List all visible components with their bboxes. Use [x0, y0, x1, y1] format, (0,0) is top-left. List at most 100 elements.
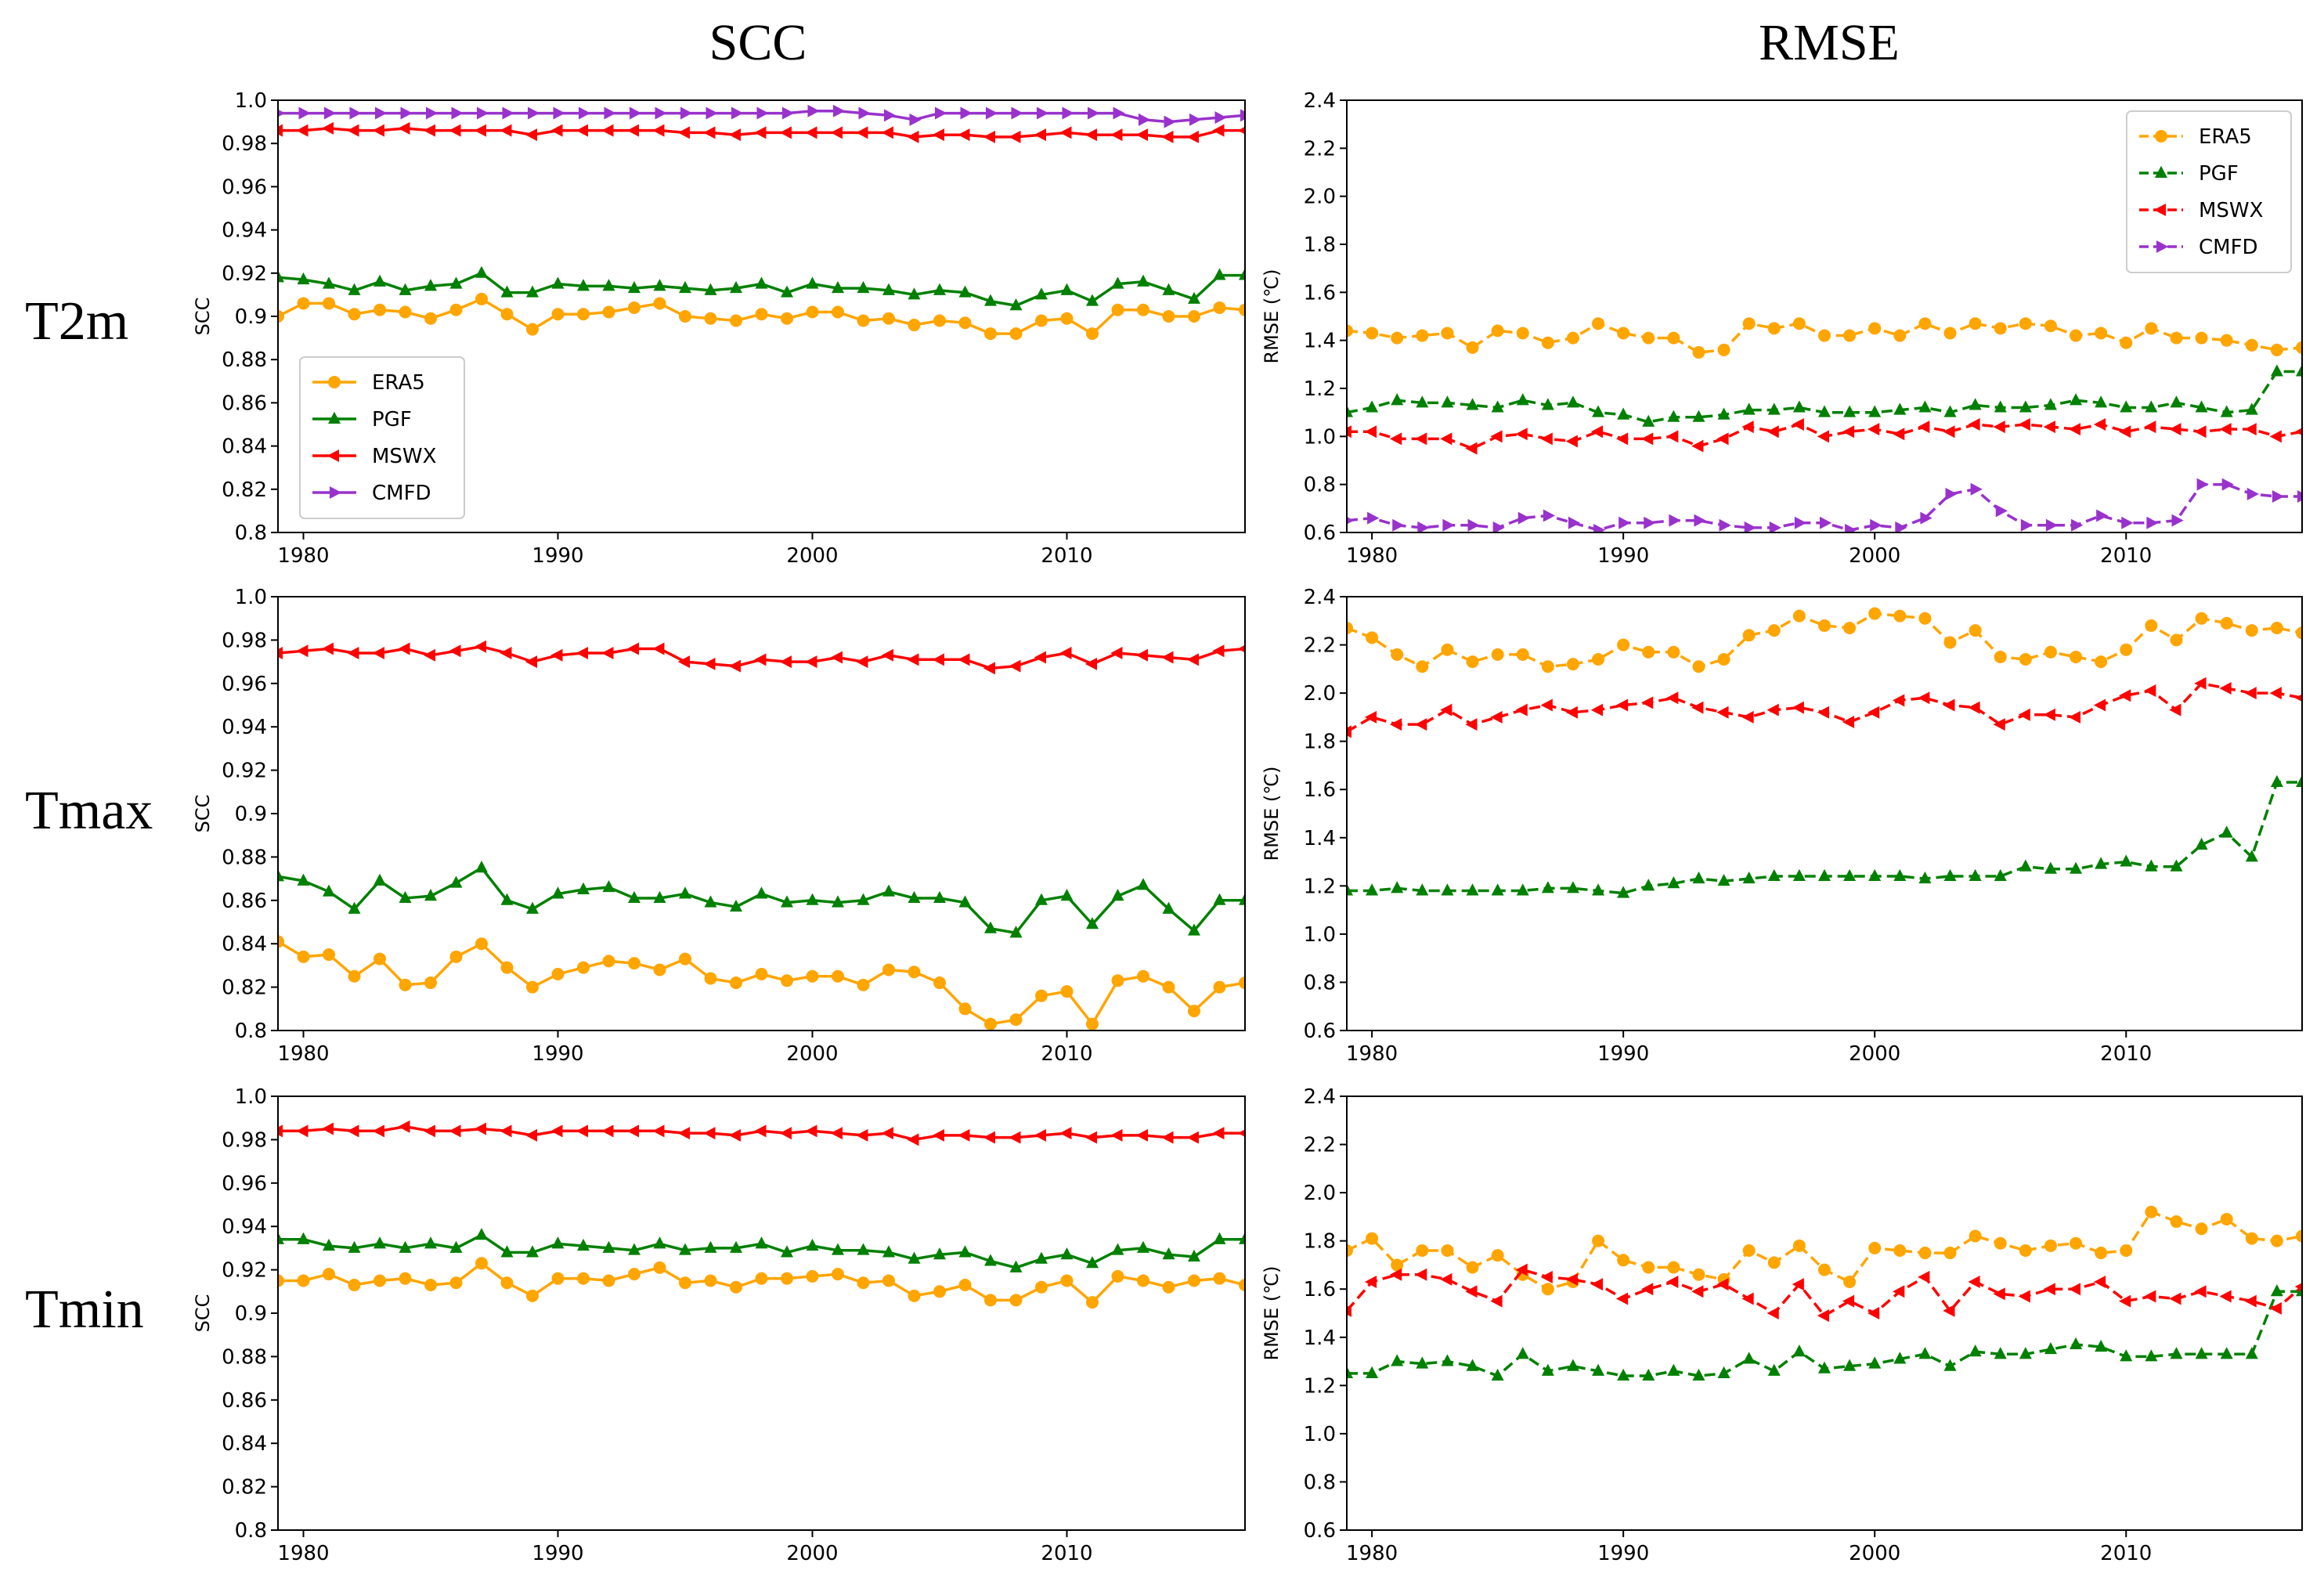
marker-era5-2002	[1918, 317, 1932, 330]
marker-era5-1980	[297, 1274, 310, 1287]
marker-pgf-2005	[1994, 400, 2007, 413]
marker-mswx-2002	[1918, 421, 1930, 434]
y-tick-label: 0.98	[222, 629, 267, 652]
marker-pgf-2011	[1086, 294, 1099, 306]
marker-mswx-2014	[2219, 681, 2232, 695]
marker-pgf-2009	[1035, 893, 1048, 905]
marker-era5-1999	[781, 312, 793, 325]
marker-mswx-1992	[601, 1124, 614, 1138]
marker-mswx-1996	[703, 126, 716, 139]
marker-era5-2017	[2296, 341, 2302, 354]
marker-era5-1986	[449, 950, 463, 963]
marker-pgf-2010	[1060, 889, 1074, 901]
panel-scc-t2m: 0.8 0.82 0.84 0.86 0.88 0.9 0.92 0.94 0.96 0.98 1.…	[192, 89, 1246, 568]
marker-pgf-2009	[1035, 1251, 1048, 1264]
marker-cmfd-1999	[782, 106, 795, 120]
marker-pgf-2000	[1868, 1356, 1882, 1369]
marker-era5-1984	[399, 978, 412, 991]
marker-era5-1995	[1742, 629, 1756, 642]
marker-pgf-1984	[1466, 883, 1479, 896]
marker-era5-1993	[628, 301, 641, 314]
marker-cmfd-2002	[1920, 511, 1932, 525]
marker-era5-2011	[2145, 322, 2158, 335]
marker-cmfd-2012	[2171, 514, 2184, 527]
marker-era5-2004	[908, 319, 921, 332]
marker-pgf-1984	[1466, 398, 1479, 410]
y-tick-label: 1.2	[1304, 875, 1336, 898]
marker-mswx-2012	[2169, 703, 2181, 717]
marker-mswx-2003	[881, 648, 893, 662]
marker-pgf-2002	[857, 280, 870, 294]
marker-era5-2005	[933, 976, 946, 990]
marker-mswx-2016	[1212, 1127, 1225, 1140]
marker-cmfd-2005	[935, 106, 947, 120]
marker-pgf-2013	[1137, 878, 1149, 890]
marker-pgf-1992	[602, 879, 615, 893]
marker-cmfd-2010	[2121, 516, 2134, 529]
marker-pgf-1996	[704, 895, 717, 908]
marker-pgf-2008	[1009, 926, 1023, 938]
legend-label-pgf: PGF	[372, 408, 412, 431]
series-layer	[1347, 1205, 2302, 1381]
marker-mswx-2011	[1084, 128, 1097, 142]
marker-cmfd-2013	[1139, 113, 1151, 126]
y-tick-label: 0.84	[222, 1432, 267, 1456]
marker-pgf-2006	[2019, 859, 2032, 872]
marker-era5-1979	[1347, 1244, 1353, 1257]
marker-era5-2002	[857, 314, 870, 327]
marker-mswx-1988	[1565, 1272, 1578, 1286]
marker-mswx-1982	[347, 647, 359, 660]
y-tick-label: 2.4	[1304, 586, 1336, 609]
marker-mswx-2009	[1034, 1128, 1046, 1142]
marker-mswx-2017	[1237, 644, 1245, 653]
y-tick-label: 0.94	[222, 219, 267, 243]
marker-mswx-1985	[423, 124, 435, 137]
panel-rmse-tmax: 0.6 0.8 1.0 1.2 1.4 1.6 1.8 2.0 2.2 2.4 1980 1990 20…	[1261, 586, 2303, 1066]
marker-pgf-2011	[2145, 1349, 2158, 1362]
marker-pgf-1997	[730, 280, 742, 294]
y-tick-label: 0.8	[235, 1519, 267, 1543]
marker-era5-2000	[1868, 607, 1882, 620]
plot-area	[1347, 597, 2302, 1031]
marker-cmfd-1988	[1568, 516, 1581, 529]
marker-pgf-1981	[1391, 393, 1404, 406]
marker-era5-1980	[1366, 1232, 1379, 1245]
marker-pgf-1988	[1566, 395, 1579, 408]
marker-cmfd-1984	[1467, 518, 1480, 532]
y-tick-label: 1.8	[1304, 731, 1336, 754]
y-tick-label: 0.6	[1304, 522, 1336, 545]
marker-mswx-1986	[449, 124, 461, 137]
marker-mswx-1985	[1490, 1294, 1503, 1308]
marker-era5-1995	[1742, 1244, 1756, 1257]
marker-cmfd-1987	[477, 106, 489, 120]
marker-mswx-2001	[830, 1127, 843, 1140]
marker-mswx-2016	[2269, 687, 2282, 700]
y-tick-label: 2.0	[1304, 682, 1336, 706]
marker-pgf-1979	[1347, 1366, 1353, 1378]
marker-mswx-2006	[958, 128, 970, 142]
marker-cmfd-2007	[986, 106, 998, 120]
marker-mswx-1979	[1347, 725, 1351, 738]
marker-era5-1980	[1366, 327, 1379, 340]
marker-mswx-2008	[2068, 710, 2081, 724]
marker-pgf-1999	[781, 1245, 793, 1258]
y-tick-label: 0.86	[222, 1389, 267, 1413]
marker-mswx-1984	[398, 1120, 410, 1133]
marker-pgf-1982	[1416, 883, 1429, 896]
marker-mswx-1987	[1540, 432, 1553, 446]
marker-pgf-2015	[1188, 291, 1200, 304]
marker-era5-1986	[1516, 327, 1529, 340]
marker-era5-1989	[1592, 653, 1605, 666]
marker-mswx-1990	[1615, 1292, 1629, 1305]
marker-mswx-2000	[1868, 423, 1880, 436]
y-tick-label: 0.6	[1304, 1020, 1336, 1043]
marker-pgf-1991	[577, 279, 590, 291]
marker-pgf-2016	[2270, 1284, 2283, 1297]
x-tick-label: 1980	[277, 1542, 329, 1565]
marker-era5-1987	[1541, 336, 1554, 349]
marker-pgf-1982	[1416, 1356, 1429, 1369]
marker-pgf-2001	[1893, 402, 1907, 415]
marker-pgf-2016	[2270, 364, 2283, 377]
marker-cmfd-1986	[451, 106, 464, 120]
marker-pgf-2012	[1111, 1243, 1124, 1255]
